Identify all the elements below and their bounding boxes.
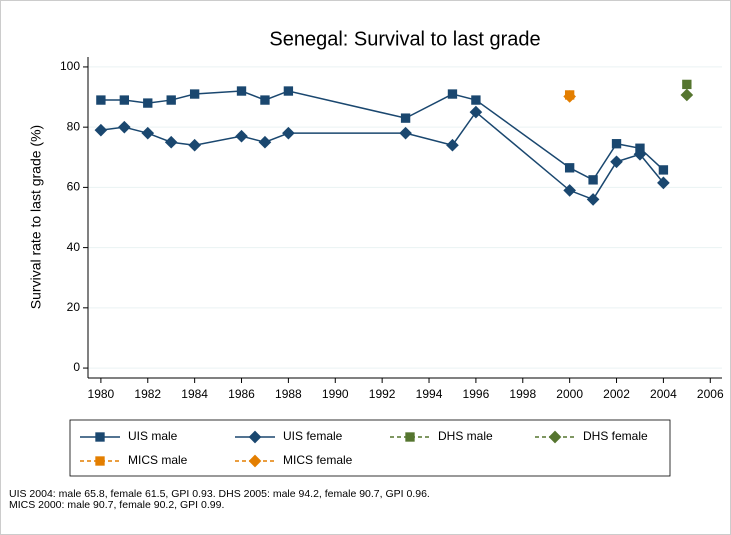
point bbox=[283, 86, 294, 96]
legend-marker bbox=[548, 430, 562, 444]
point bbox=[282, 126, 295, 140]
point bbox=[610, 155, 623, 169]
legend-label: UIS male bbox=[128, 429, 178, 443]
legend-label: DHS female bbox=[583, 429, 648, 443]
y-tick-label: 60 bbox=[67, 180, 81, 194]
point bbox=[469, 105, 483, 119]
chart-title: Senegal: Survival to last grade bbox=[269, 28, 540, 50]
x-tick-label: 1980 bbox=[88, 387, 115, 401]
point bbox=[563, 184, 576, 197]
x-tick-label: 1994 bbox=[416, 387, 443, 401]
point bbox=[633, 147, 647, 161]
y-tick-label: 100 bbox=[60, 59, 80, 73]
point bbox=[588, 175, 598, 185]
note: UIS 2004: male 65.8, female 61.5, GPI 0.… bbox=[9, 488, 430, 500]
point bbox=[235, 129, 248, 143]
legend-marker bbox=[405, 432, 415, 442]
series-line bbox=[100, 90, 664, 181]
legend-label: MICS female bbox=[283, 453, 353, 467]
x-tick-label: 1998 bbox=[509, 387, 536, 401]
x-tick-label: 2002 bbox=[603, 387, 630, 401]
x-tick-label: 1996 bbox=[463, 387, 490, 401]
x-tick-label: 1988 bbox=[275, 387, 302, 401]
point bbox=[586, 193, 600, 206]
x-tick-label: 1986 bbox=[228, 387, 255, 401]
plot-area bbox=[88, 57, 722, 378]
point bbox=[94, 123, 108, 137]
legend-label: DHS male bbox=[438, 429, 493, 443]
point bbox=[564, 163, 575, 173]
y-tick-label: 80 bbox=[67, 119, 81, 133]
point bbox=[658, 165, 669, 175]
note: MICS 2000: male 90.7, female 90.2, GPI 0… bbox=[9, 499, 224, 511]
y-axis-label: Survival rate to last grade (%) bbox=[28, 125, 44, 309]
point bbox=[188, 138, 201, 152]
y-tick-label: 20 bbox=[67, 300, 81, 314]
legend-marker bbox=[95, 456, 105, 466]
point bbox=[446, 138, 459, 152]
legend-box bbox=[69, 419, 671, 477]
point bbox=[682, 79, 692, 90]
legend-marker bbox=[248, 454, 262, 468]
point bbox=[118, 120, 131, 134]
point bbox=[258, 135, 272, 149]
point bbox=[447, 89, 458, 99]
point bbox=[119, 95, 130, 105]
point bbox=[563, 90, 576, 103]
x-tick-label: 1990 bbox=[322, 387, 349, 401]
point bbox=[166, 95, 176, 105]
legend-label: MICS male bbox=[128, 453, 188, 467]
point bbox=[260, 95, 270, 105]
x-tick-label: 2000 bbox=[556, 387, 583, 401]
point bbox=[471, 95, 481, 105]
point bbox=[96, 95, 106, 105]
y-tick-label: 0 bbox=[73, 360, 80, 374]
x-tick-label: 2004 bbox=[650, 387, 677, 401]
x-tick-label: 2006 bbox=[697, 387, 724, 401]
legend-label: UIS female bbox=[283, 429, 343, 443]
point bbox=[400, 113, 411, 123]
point bbox=[143, 98, 153, 108]
series-line bbox=[100, 111, 664, 201]
y-tick-label: 40 bbox=[67, 240, 81, 254]
point bbox=[399, 126, 412, 140]
x-tick-label: 1992 bbox=[369, 387, 396, 401]
point bbox=[189, 89, 200, 99]
point bbox=[141, 126, 155, 140]
point bbox=[236, 86, 247, 96]
point bbox=[164, 135, 178, 149]
point bbox=[657, 176, 670, 190]
legend-marker bbox=[95, 432, 105, 442]
point bbox=[680, 88, 694, 102]
legend-marker bbox=[248, 430, 262, 444]
point bbox=[611, 139, 622, 149]
x-tick-label: 1982 bbox=[134, 387, 161, 401]
x-tick-label: 1984 bbox=[181, 387, 208, 401]
